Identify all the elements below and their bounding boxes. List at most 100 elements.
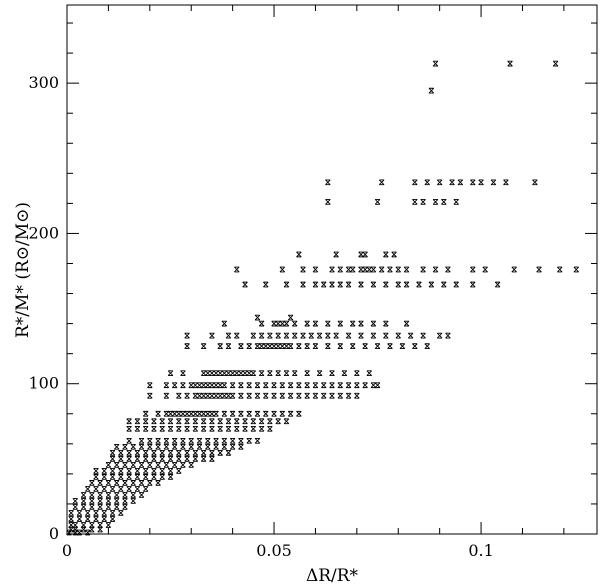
data-point: [151, 418, 157, 425]
data-point: [196, 437, 203, 444]
data-point: [345, 281, 352, 288]
data-point: [200, 456, 207, 462]
data-point: [134, 449, 141, 456]
data-point: [238, 370, 244, 377]
data-point: [267, 343, 273, 349]
data-point: [383, 332, 389, 339]
data-point: [329, 392, 335, 399]
data-point: [184, 418, 190, 425]
data-point: [205, 392, 211, 399]
data-point: [374, 199, 381, 205]
data-point: [209, 425, 215, 432]
data-point: [72, 504, 78, 510]
data-point: [242, 418, 248, 425]
data-point: [387, 266, 393, 273]
data-point: [142, 449, 149, 456]
data-point: [395, 281, 401, 288]
data-point: [122, 462, 128, 468]
data-point: [304, 320, 310, 327]
data-point: [80, 522, 87, 528]
data-point: [122, 480, 128, 486]
x-axis-label: ΔR/R*: [306, 566, 359, 586]
data-point: [159, 474, 165, 480]
data-point: [176, 468, 182, 474]
data-point: [312, 343, 319, 349]
data-point: [436, 179, 443, 186]
data-point: [349, 320, 356, 327]
data-point: [337, 343, 343, 349]
data-point: [155, 437, 161, 444]
data-point: [105, 504, 112, 510]
data-point: [138, 437, 145, 444]
data-point: [312, 281, 319, 288]
data-point: [84, 516, 91, 522]
data-point: [441, 199, 447, 205]
data-point: [271, 320, 277, 327]
data-point: [171, 462, 178, 468]
data-point: [196, 392, 203, 399]
data-point: [171, 410, 178, 417]
data-point: [188, 410, 194, 417]
data-point: [345, 332, 352, 339]
data-point: [180, 443, 186, 450]
data-point: [420, 199, 426, 205]
data-point: [325, 199, 331, 205]
data-point: [142, 486, 149, 492]
data-point: [151, 468, 157, 474]
data-point: [213, 443, 219, 450]
data-point: [134, 418, 141, 425]
data-point: [457, 179, 464, 186]
data-point: [159, 418, 165, 425]
data-point: [292, 320, 298, 327]
data-point: [271, 343, 277, 349]
data-point: [391, 251, 397, 258]
data-point: [130, 480, 136, 486]
data-point: [176, 456, 182, 462]
data-point: [167, 410, 174, 417]
data-point: [109, 510, 116, 516]
data-point: [200, 418, 207, 425]
data-point: [304, 343, 310, 349]
data-point: [167, 425, 174, 432]
data-point: [80, 492, 87, 498]
data-point: [321, 392, 327, 399]
data-point: [163, 382, 170, 389]
data-point: [370, 266, 377, 273]
data-point: [329, 281, 335, 288]
data-point: [225, 332, 232, 339]
data-point: [333, 251, 339, 258]
data-point: [503, 179, 509, 186]
data-point: [238, 443, 244, 450]
data-point: [507, 60, 513, 67]
data-point: [225, 418, 232, 425]
data-point: [184, 425, 190, 432]
y-tick-label: 100: [28, 374, 59, 393]
data-point: [93, 486, 99, 492]
data-point: [366, 370, 372, 377]
data-point: [254, 437, 261, 444]
data-point: [80, 498, 87, 504]
data-point: [275, 320, 281, 327]
data-point: [316, 370, 323, 377]
data-point: [470, 179, 476, 186]
data-point: [378, 266, 385, 273]
data-point: [118, 474, 124, 480]
data-point: [109, 468, 116, 474]
data-point: [200, 382, 207, 389]
data-point: [209, 332, 215, 339]
data-point: [93, 468, 99, 474]
data-point: [234, 332, 240, 339]
data-point: [250, 418, 257, 425]
data-point: [337, 281, 343, 288]
data-point: [213, 370, 219, 377]
data-point: [246, 392, 252, 399]
axis-ticks: [66, 5, 597, 535]
data-point: [200, 410, 207, 417]
data-point: [147, 480, 153, 486]
data-point: [200, 392, 207, 399]
data-point: [428, 281, 435, 288]
data-point: [180, 462, 186, 468]
data-point: [279, 410, 286, 417]
data-point: [159, 468, 165, 474]
data-point: [184, 456, 190, 462]
